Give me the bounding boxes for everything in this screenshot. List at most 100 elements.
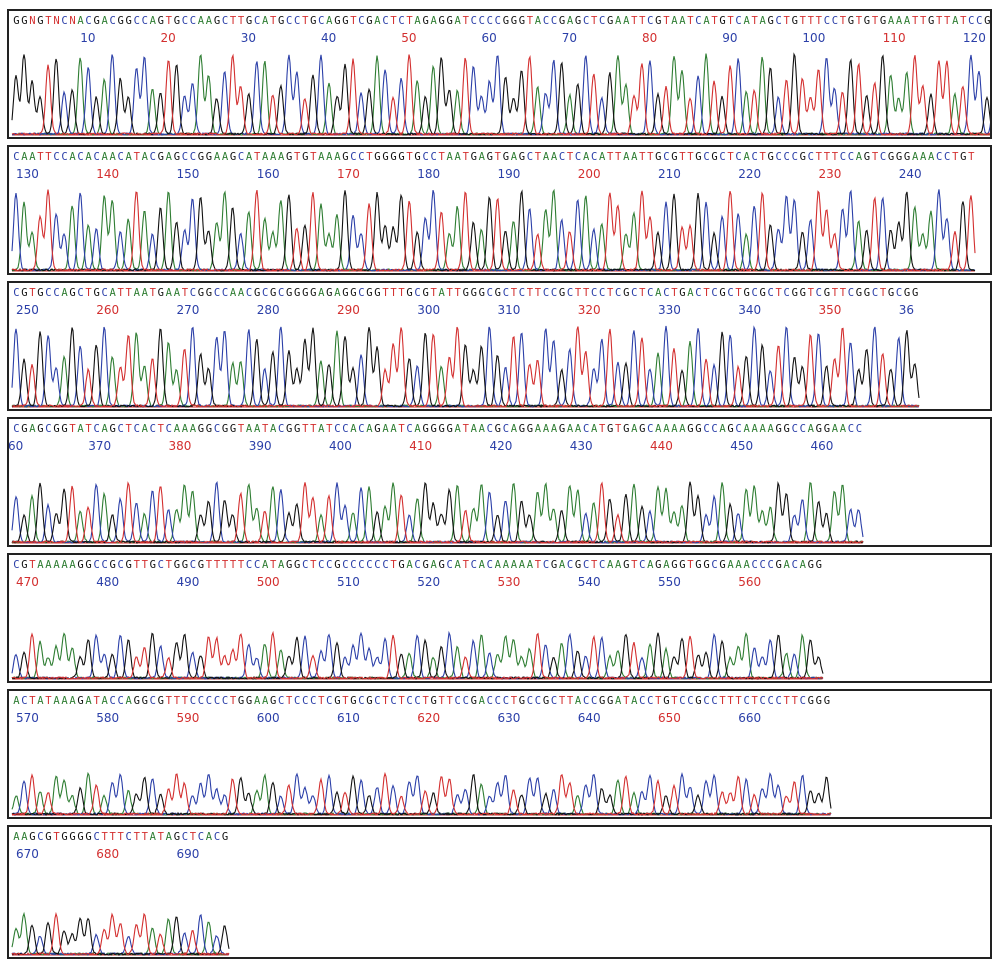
base-call: A bbox=[455, 151, 462, 163]
base-call: T bbox=[390, 15, 397, 27]
position-label: 450 bbox=[730, 439, 753, 453]
position-label: 250 bbox=[16, 303, 39, 317]
position-label: 10 bbox=[80, 31, 95, 45]
base-call: T bbox=[663, 15, 670, 27]
base-call: A bbox=[631, 695, 638, 707]
position-label: 310 bbox=[498, 303, 521, 317]
base-call: G bbox=[342, 287, 348, 299]
base-call: A bbox=[631, 423, 638, 435]
base-call: C bbox=[390, 695, 396, 707]
position-label: 220 bbox=[738, 167, 761, 181]
base-call: T bbox=[390, 287, 397, 299]
base-call: A bbox=[840, 423, 847, 435]
base-call: T bbox=[463, 423, 470, 435]
base-call: G bbox=[414, 151, 420, 163]
base-call: T bbox=[840, 287, 847, 299]
base-call: T bbox=[439, 695, 446, 707]
base-call: C bbox=[711, 423, 717, 435]
position-label: 380 bbox=[168, 439, 191, 453]
base-call: A bbox=[615, 559, 622, 571]
base-call: T bbox=[447, 287, 454, 299]
base-call: A bbox=[166, 831, 173, 843]
base-call: A bbox=[390, 423, 397, 435]
base-call: G bbox=[759, 287, 765, 299]
base-call: A bbox=[511, 423, 518, 435]
base-call: T bbox=[784, 695, 791, 707]
base-call: T bbox=[166, 15, 173, 27]
base-call: A bbox=[607, 559, 614, 571]
base-call: G bbox=[174, 15, 180, 27]
base-call: T bbox=[623, 695, 630, 707]
base-call: T bbox=[703, 287, 710, 299]
base-call: G bbox=[53, 423, 59, 435]
base-call: C bbox=[206, 695, 212, 707]
base-call: G bbox=[447, 15, 453, 27]
base-call: C bbox=[374, 695, 380, 707]
base-call: T bbox=[166, 559, 173, 571]
base-call: C bbox=[190, 287, 196, 299]
base-call: G bbox=[278, 15, 284, 27]
base-call: G bbox=[286, 151, 292, 163]
base-call: T bbox=[126, 423, 133, 435]
base-call: T bbox=[262, 423, 269, 435]
position-label: 550 bbox=[658, 575, 681, 589]
position-label: 630 bbox=[498, 711, 521, 725]
base-call: G bbox=[727, 423, 733, 435]
base-call: C bbox=[118, 423, 124, 435]
base-call: T bbox=[182, 287, 189, 299]
base-call: G bbox=[703, 559, 709, 571]
trace-G bbox=[11, 632, 824, 681]
base-call: T bbox=[118, 831, 125, 843]
base-call: G bbox=[382, 151, 388, 163]
base-call: T bbox=[455, 287, 462, 299]
base-call: A bbox=[69, 151, 76, 163]
base-call: C bbox=[182, 151, 188, 163]
trace-T bbox=[11, 771, 832, 816]
base-call: G bbox=[695, 695, 701, 707]
base-call: G bbox=[286, 423, 292, 435]
trace-G bbox=[11, 774, 832, 817]
base-call: A bbox=[101, 151, 108, 163]
base-call: A bbox=[45, 559, 52, 571]
base-call: T bbox=[398, 423, 405, 435]
trace-C bbox=[11, 481, 864, 545]
base-call: G bbox=[912, 287, 918, 299]
trace-A bbox=[11, 631, 824, 681]
base-call: G bbox=[334, 559, 340, 571]
base-call: G bbox=[599, 695, 605, 707]
base-call: G bbox=[294, 423, 300, 435]
base-call: A bbox=[326, 151, 333, 163]
base-call: G bbox=[366, 287, 372, 299]
trace-G bbox=[11, 327, 920, 409]
base-call: T bbox=[687, 15, 694, 27]
position-label: 150 bbox=[177, 167, 200, 181]
base-call: G bbox=[366, 15, 372, 27]
base-call: T bbox=[45, 695, 52, 707]
base-call: T bbox=[647, 151, 654, 163]
base-call: T bbox=[238, 559, 245, 571]
position-label: 500 bbox=[257, 575, 280, 589]
base-call: T bbox=[463, 559, 470, 571]
base-call: G bbox=[671, 151, 677, 163]
base-call: N bbox=[69, 15, 75, 27]
base-call: G bbox=[743, 287, 749, 299]
base-call: A bbox=[535, 15, 542, 27]
trace-G bbox=[11, 916, 230, 956]
base-call: T bbox=[150, 287, 157, 299]
base-call: G bbox=[134, 695, 140, 707]
base-call: A bbox=[888, 15, 895, 27]
base-call: A bbox=[318, 151, 325, 163]
base-call: T bbox=[952, 151, 959, 163]
base-call: G bbox=[695, 559, 701, 571]
base-call: G bbox=[342, 151, 348, 163]
position-label: 170 bbox=[337, 167, 360, 181]
position-label: 370 bbox=[88, 439, 111, 453]
base-call: C bbox=[366, 559, 372, 571]
base-call: A bbox=[591, 423, 598, 435]
base-call: T bbox=[631, 559, 638, 571]
base-call: A bbox=[495, 559, 502, 571]
base-call: T bbox=[759, 151, 766, 163]
base-call: A bbox=[904, 15, 911, 27]
base-call: T bbox=[872, 151, 879, 163]
base-call: A bbox=[254, 423, 261, 435]
